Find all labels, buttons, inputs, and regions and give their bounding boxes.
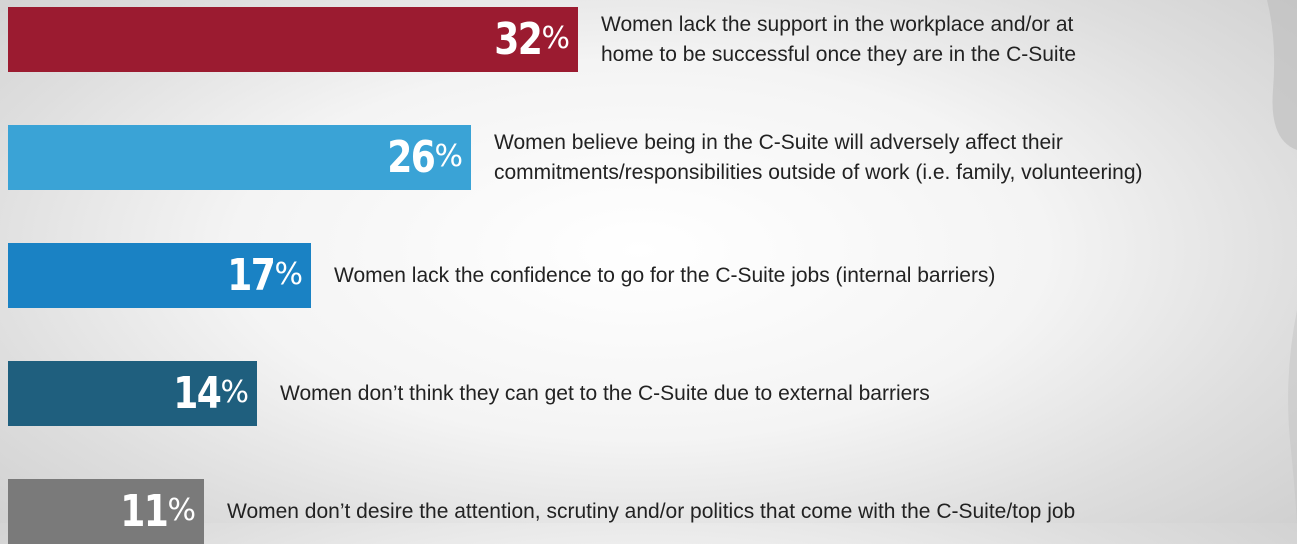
percent-sign: %: [434, 138, 463, 174]
percent-sign: %: [220, 374, 249, 410]
bar-description: Women believe being in the C-Suite will …: [494, 128, 1143, 188]
bar-value-label: 32%: [484, 13, 570, 65]
bar-value-label: 26%: [377, 131, 463, 183]
bar-11-percent: 11%: [8, 479, 204, 544]
percent-sign: %: [274, 256, 303, 292]
bar-value-number: 14: [173, 367, 223, 419]
bar-value-label: 17%: [217, 249, 303, 301]
description-line: home to be successful once they are in t…: [601, 42, 1077, 66]
description-line: Women believe being in the C-Suite will …: [494, 130, 1063, 154]
bar-value-number: 11: [120, 485, 170, 537]
percent-sign: %: [541, 20, 570, 56]
bar-description: Women lack the confidence to go for the …: [334, 261, 995, 291]
bar-value-label: 11%: [110, 485, 196, 537]
bar-14-percent: 14%: [8, 361, 257, 426]
bar-32-percent: 32%: [8, 7, 578, 72]
description-line: Women lack the support in the workplace …: [601, 12, 1074, 36]
description-line: Women don’t think they can get to the C-…: [280, 381, 930, 405]
percent-sign: %: [167, 492, 196, 528]
bar-26-percent: 26%: [8, 125, 471, 190]
bar-description: Women lack the support in the workplace …: [601, 10, 1076, 70]
bar-value-number: 17: [227, 249, 277, 301]
bar-17-percent: 17%: [8, 243, 311, 308]
bar-value-number: 26: [387, 131, 437, 183]
description-line: Women don’t desire the attention, scruti…: [227, 499, 1076, 523]
bar-value-number: 32: [494, 13, 544, 65]
decorative-edge-shape: [1267, 0, 1297, 523]
description-line: commitments/responsibilities outside of …: [494, 160, 1143, 184]
bar-value-label: 14%: [163, 367, 249, 419]
bar-description: Women don’t desire the attention, scruti…: [227, 497, 1075, 527]
description-line: Women lack the confidence to go for the …: [334, 263, 996, 287]
bar-description: Women don’t think they can get to the C-…: [280, 379, 930, 409]
